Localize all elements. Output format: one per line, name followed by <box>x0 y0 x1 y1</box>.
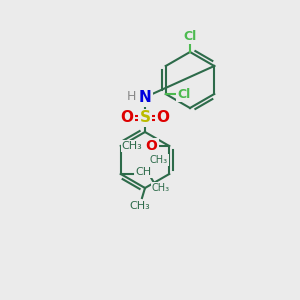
Text: CH₃: CH₃ <box>122 141 142 151</box>
Text: CH: CH <box>136 167 152 177</box>
Text: CH₃: CH₃ <box>152 183 170 193</box>
Text: H: H <box>126 89 136 103</box>
Text: Cl: Cl <box>177 88 190 100</box>
Text: O: O <box>145 139 157 153</box>
Text: N: N <box>139 91 152 106</box>
Text: CH₃: CH₃ <box>130 201 150 211</box>
Text: S: S <box>140 110 151 125</box>
Text: Cl: Cl <box>183 29 196 43</box>
Text: CH₃: CH₃ <box>150 155 168 165</box>
Text: O: O <box>157 110 169 125</box>
Text: O: O <box>121 110 134 125</box>
